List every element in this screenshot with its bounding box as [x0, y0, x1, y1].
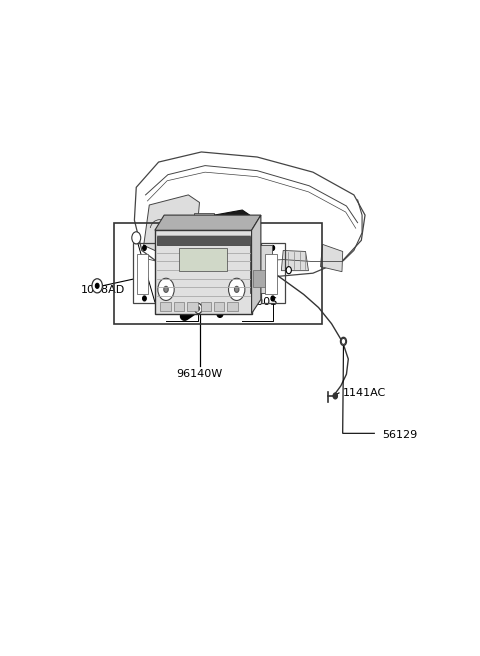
Bar [137, 254, 148, 295]
Bar [253, 270, 264, 287]
Circle shape [198, 239, 204, 247]
Circle shape [92, 279, 102, 293]
Circle shape [197, 306, 200, 310]
Circle shape [228, 278, 245, 300]
Polygon shape [321, 245, 343, 272]
Bar [174, 302, 184, 311]
Bar [250, 245, 272, 293]
Text: 96166: 96166 [225, 232, 260, 241]
Polygon shape [155, 215, 261, 230]
Polygon shape [252, 215, 261, 314]
Circle shape [234, 286, 239, 293]
Bar [160, 302, 171, 311]
Circle shape [143, 296, 146, 301]
Bar [214, 302, 225, 311]
Circle shape [133, 234, 139, 241]
Circle shape [96, 283, 99, 289]
Circle shape [195, 304, 202, 314]
Circle shape [198, 217, 204, 225]
Bar [201, 302, 211, 311]
Circle shape [164, 286, 168, 293]
Circle shape [143, 245, 146, 251]
Circle shape [158, 278, 174, 300]
Polygon shape [215, 210, 250, 258]
Bar [194, 213, 215, 251]
Text: 96140W: 96140W [176, 369, 223, 379]
Circle shape [271, 296, 275, 301]
Text: 1141AC: 1141AC [343, 388, 386, 398]
Circle shape [132, 232, 141, 244]
Bar [155, 230, 252, 314]
Bar [179, 248, 228, 271]
Text: 56129: 56129 [382, 430, 417, 440]
Polygon shape [144, 195, 200, 253]
Circle shape [286, 266, 291, 274]
Circle shape [341, 338, 346, 344]
Polygon shape [281, 251, 309, 271]
Circle shape [271, 245, 275, 251]
Bar [156, 236, 250, 245]
Text: 96100S: 96100S [235, 297, 277, 307]
Bar [187, 302, 198, 311]
Bar [228, 302, 238, 311]
Bar [132, 243, 157, 304]
Bar [114, 222, 322, 323]
Circle shape [333, 393, 337, 399]
Bar [261, 243, 285, 304]
Text: 96165: 96165 [155, 297, 190, 307]
Circle shape [198, 227, 204, 236]
Text: 96163: 96163 [148, 232, 183, 241]
Bar [265, 254, 276, 295]
Circle shape [340, 337, 347, 346]
Bar [195, 239, 204, 249]
Text: 1018AD: 1018AD [81, 285, 125, 295]
